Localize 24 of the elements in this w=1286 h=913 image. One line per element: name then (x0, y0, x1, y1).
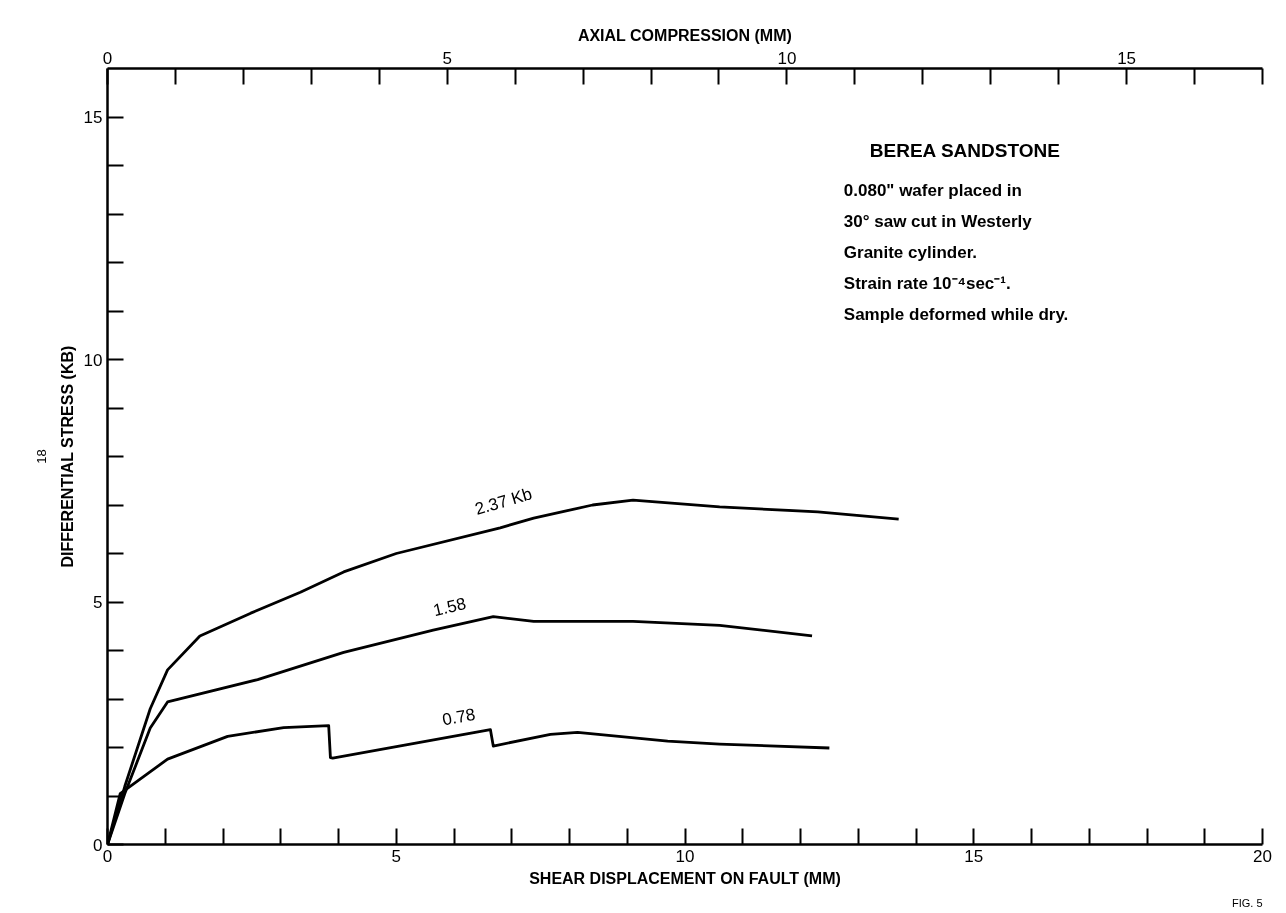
annotation: 0.080" wafer placed in (843, 181, 1022, 201)
y-axis-title: DIFFERENTIAL STRESS (KB) (58, 345, 76, 568)
y-tick-label: 15 (83, 108, 103, 127)
caption: FIG. 5 (1231, 896, 1263, 909)
annotation: Strain rate 10⁻⁴sec⁻¹. (843, 274, 1011, 294)
x-tick-label: 20 (1253, 846, 1272, 866)
text: 0.78 (440, 704, 477, 730)
y-tick-label: 5 (93, 593, 103, 612)
x-tick-label: 5 (391, 846, 401, 866)
text: 18 (33, 449, 49, 464)
y-tick-label: 10 (83, 350, 103, 370)
text: 2.37 Kb (472, 484, 535, 519)
text: BEREA SANDSTONE (869, 140, 1060, 162)
annotation: Granite cylinder. (843, 243, 978, 263)
x-axis-title: SHEAR DISPLACEMENT ON FAULT (MM) (529, 869, 841, 887)
annotation: 30° saw cut in Westerly (843, 212, 1033, 232)
x-tick-label: 10 (675, 846, 695, 866)
annotation: Sample deformed while dry. (843, 305, 1069, 325)
x2-tick-label: 10 (777, 48, 797, 68)
x2-tick-label: 5 (442, 48, 452, 68)
x2-tick-label: 15 (1117, 48, 1137, 68)
x-tick-label: 15 (964, 846, 984, 866)
text: 1.58 (431, 594, 468, 621)
x2-axis-title: AXIAL COMPRESSION (MM) (577, 26, 792, 44)
